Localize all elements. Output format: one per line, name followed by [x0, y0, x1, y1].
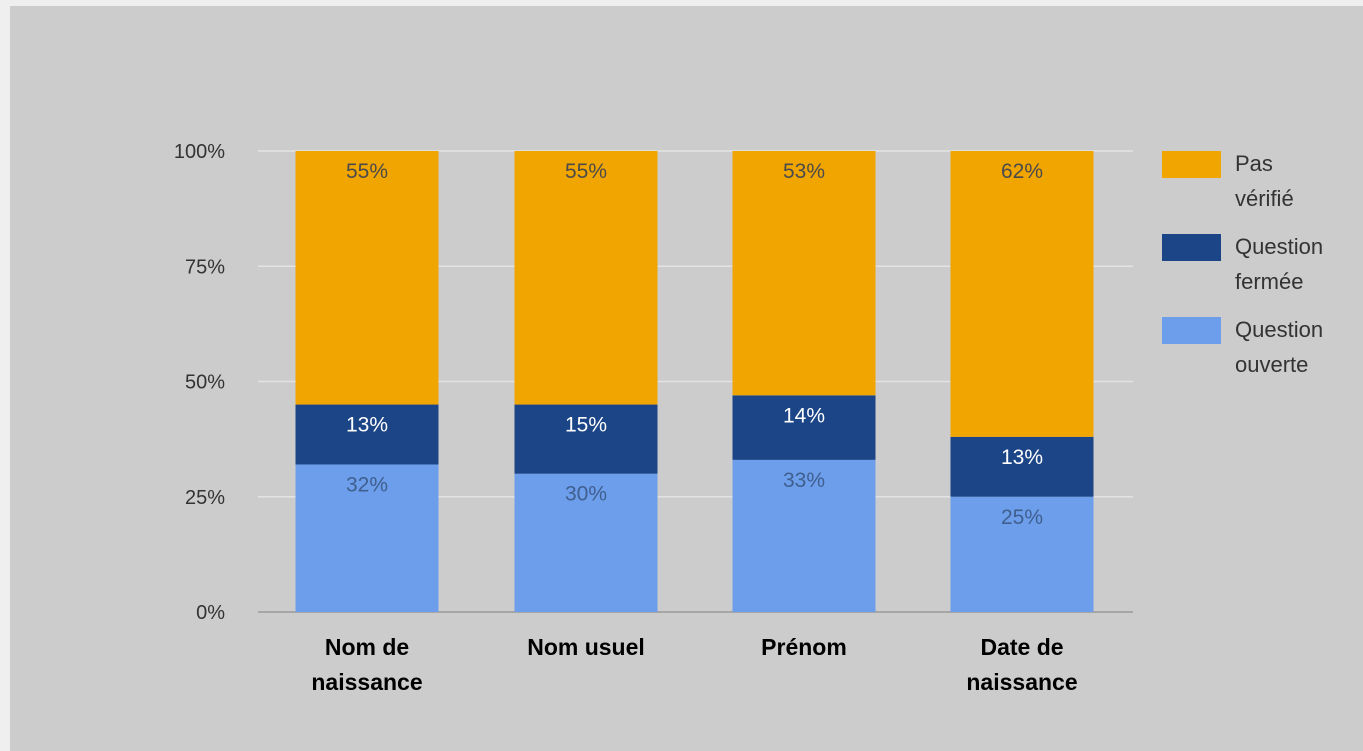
data-label: 55% — [346, 160, 388, 183]
data-labels: 32% 13% 55% 30% 15% 55% 33% 14% 53% 25% 13% 62% — [346, 160, 1043, 529]
bar-segment — [295, 151, 439, 405]
data-label: 30% — [565, 483, 607, 506]
data-label: 13% — [1001, 446, 1043, 469]
y-tick-label: 50% — [185, 372, 225, 394]
bar-segment — [514, 404, 658, 474]
bar-segment — [514, 151, 658, 405]
bar-segment — [295, 464, 439, 612]
legend-label: Question — [1235, 317, 1323, 342]
legend-swatch — [1162, 234, 1221, 261]
bar-segment — [950, 436, 1094, 497]
stacked-bar-chart: 0% 25% 50% 75% 100% 32% 13% 55% 30% 15% 55% 33% 14%… — [174, 141, 1323, 695]
data-label: 15% — [565, 414, 607, 437]
x-category-label: Nom usuel — [527, 634, 645, 660]
legend-label: fermée — [1235, 269, 1303, 294]
y-tick-label: 100% — [174, 141, 225, 163]
bars — [295, 151, 1094, 612]
legend-swatch — [1162, 151, 1221, 178]
data-label: 32% — [346, 473, 388, 496]
bar-segment — [732, 395, 876, 460]
x-category-label: Nom de — [325, 634, 409, 660]
y-tick-label: 25% — [185, 487, 225, 509]
data-label: 33% — [783, 469, 825, 492]
legend-label: Pas — [1235, 151, 1273, 176]
data-label: 53% — [783, 160, 825, 183]
legend-swatch — [1162, 317, 1221, 344]
bar-segment — [514, 473, 658, 612]
chart-panel: 0% 25% 50% 75% 100% 32% 13% 55% 30% 15% 55% 33% 14%… — [10, 6, 1363, 751]
bar-segment — [295, 404, 439, 465]
legend-label: Question — [1235, 234, 1323, 259]
data-label: 62% — [1001, 160, 1043, 183]
bar-segment — [732, 151, 876, 396]
legend-label: ouverte — [1235, 352, 1308, 377]
legend: Pas vérifié Question fermée Question ouverte — [1162, 151, 1323, 377]
data-label: 14% — [783, 404, 825, 427]
data-label: 55% — [565, 160, 607, 183]
bar-segment — [950, 496, 1094, 612]
x-category-label: naissance — [966, 669, 1077, 695]
bar-segment — [950, 151, 1094, 437]
legend-label: vérifié — [1235, 186, 1294, 211]
data-label: 25% — [1001, 506, 1043, 529]
data-label: 13% — [346, 414, 388, 437]
x-category-label: naissance — [311, 669, 422, 695]
x-category-label: Date de — [980, 634, 1063, 660]
y-tick-label: 0% — [196, 602, 225, 624]
y-axis-ticks: 0% 25% 50% 75% 100% — [174, 141, 225, 624]
x-axis-categories: Nom de naissance Nom usuel Prénom Date de nai… — [311, 634, 1077, 695]
x-category-label: Prénom — [761, 634, 847, 660]
bar-segment — [732, 459, 876, 612]
y-tick-label: 75% — [185, 256, 225, 278]
